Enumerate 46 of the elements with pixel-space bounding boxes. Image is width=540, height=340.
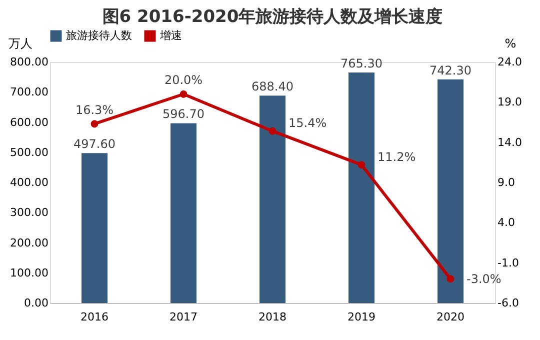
- y2-tick-label: 4.0: [498, 216, 515, 230]
- bar: [438, 79, 464, 303]
- data-label: 742.30: [430, 63, 472, 78]
- y-tick-label: 800.00: [10, 56, 48, 68]
- y2-tick-label: 14.0: [498, 136, 522, 149]
- y2-tick-label: 19.0: [498, 96, 522, 109]
- y-tick-label: 300.00: [10, 206, 48, 220]
- x-tick-label: 2018: [258, 310, 286, 324]
- y-tick-label: 0.00: [24, 296, 48, 310]
- point: [90, 120, 98, 128]
- y-tick-label: 400.00: [10, 176, 48, 189]
- legend-label: 旅游接待人数: [66, 29, 132, 42]
- point: [358, 161, 366, 169]
- y2-tick-label: 24.0: [498, 56, 522, 68]
- x-tick-label: 2017: [170, 310, 198, 324]
- x-tick-label: 2019: [348, 310, 376, 324]
- chart-title: 图6 2016-2020年旅游接待人数及增长速度: [102, 7, 443, 27]
- point: [446, 275, 454, 283]
- y-tick-label: 500.00: [10, 146, 48, 159]
- data-label: 688.40: [252, 80, 294, 94]
- y2-tick-label: -6.0: [498, 296, 519, 310]
- bar: [170, 123, 196, 303]
- legend-label: 增速: [159, 29, 182, 42]
- y2-tick-label: 9.0: [498, 176, 515, 189]
- x-tick-label: 2016: [80, 310, 108, 324]
- point: [268, 127, 276, 135]
- y-tick-label: 700.00: [10, 86, 48, 99]
- y-tick-label: 200.00: [10, 236, 48, 250]
- data-label: 11.2%: [378, 150, 416, 164]
- y-tick-label: 600.00: [10, 116, 48, 129]
- bar: [82, 153, 108, 303]
- data-label: -3.0%: [466, 272, 502, 286]
- y-tick-label: 100.00: [10, 266, 48, 280]
- data-label: 15.4%: [288, 116, 327, 130]
- x-tick-label: 2020: [436, 310, 464, 324]
- data-label: 596.70: [162, 107, 204, 122]
- data-label: 16.3%: [75, 102, 114, 117]
- bar: [260, 96, 286, 303]
- data-label: 20.0%: [164, 73, 203, 88]
- bar: [348, 72, 374, 303]
- y2-axis-title: %: [504, 36, 516, 50]
- y-axis-title: 万人: [8, 36, 32, 50]
- data-label: 497.60: [74, 137, 116, 152]
- y2-tick-label: -1.0: [498, 256, 519, 270]
- data-label: 765.30: [340, 56, 382, 70]
- point: [180, 90, 188, 98]
